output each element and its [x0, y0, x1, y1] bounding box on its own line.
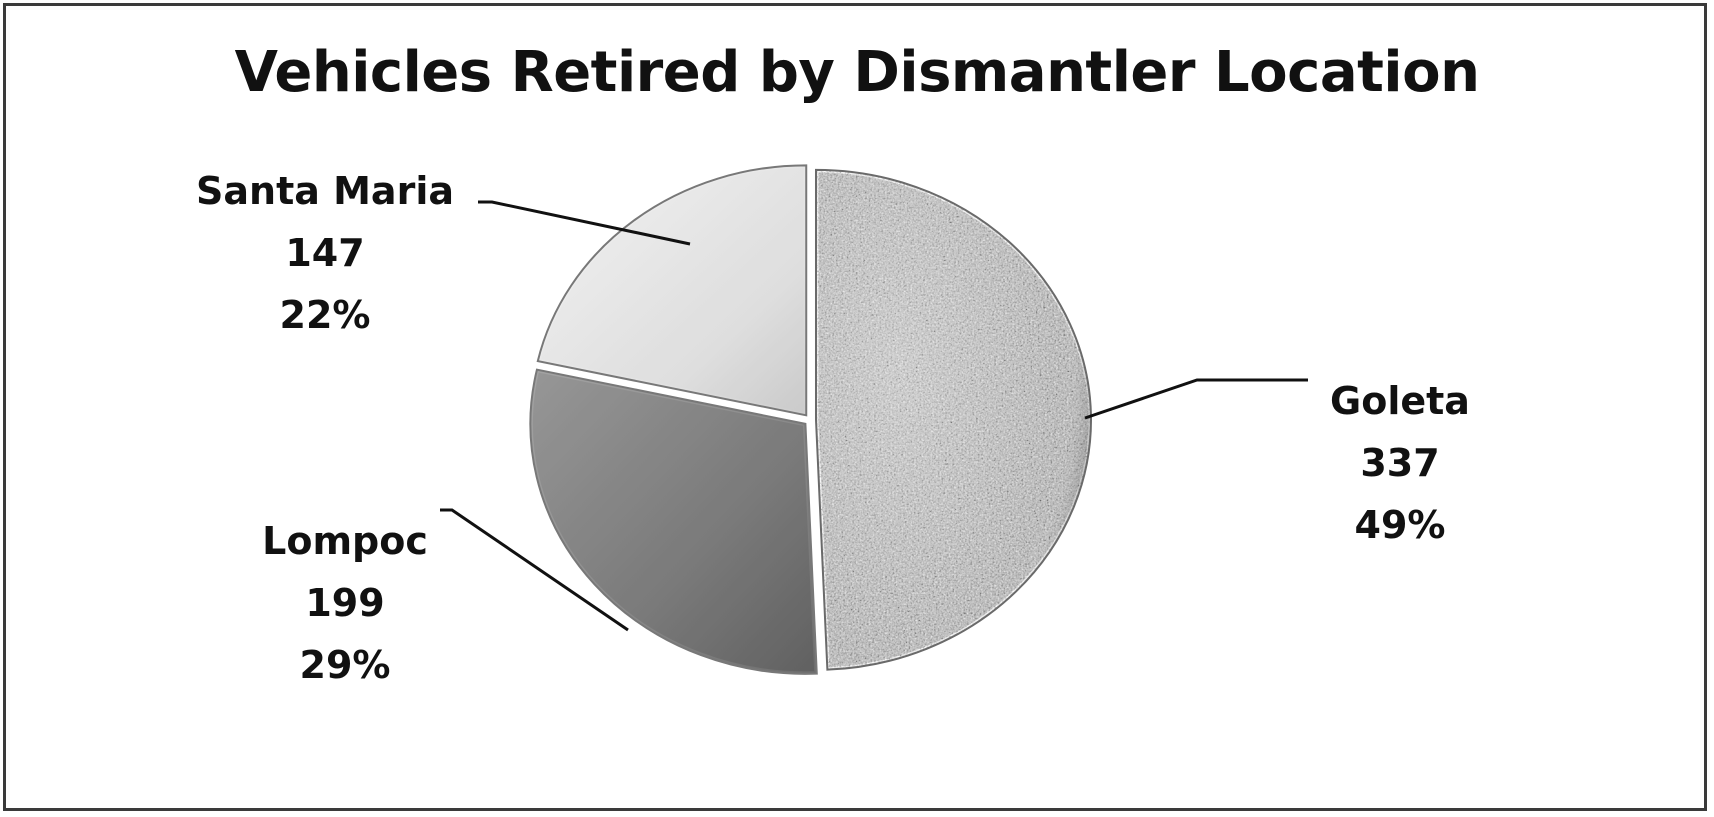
- pie-slice-santa-maria: [534, 162, 809, 419]
- pie-slice-lompoc: [527, 366, 820, 677]
- leader-line-santa-maria: [478, 200, 691, 246]
- leader-line-lompoc: [440, 508, 629, 632]
- slice-label-goleta-percent: 49%: [1354, 503, 1446, 547]
- slice-label-lompoc: Lompoc 199 29%: [240, 510, 450, 696]
- slice-label-goleta-name: Goleta: [1330, 379, 1470, 423]
- pie-slice-goleta: [813, 167, 1094, 673]
- slice-label-goleta: Goleta 337 49%: [1305, 370, 1495, 556]
- slice-label-santa-maria-value: 147: [285, 231, 365, 275]
- slice-label-lompoc-percent: 29%: [299, 643, 391, 687]
- slice-label-santa-maria-name: Santa Maria: [196, 169, 454, 213]
- slice-label-lompoc-name: Lompoc: [262, 519, 428, 563]
- slice-label-santa-maria-percent: 22%: [279, 293, 371, 337]
- chart-title: Vehicles Retired by Dismantler Location: [234, 40, 1480, 105]
- slice-label-santa-maria: Santa Maria 147 22%: [175, 160, 475, 346]
- slice-label-goleta-value: 337: [1360, 441, 1440, 485]
- slice-label-lompoc-value: 199: [305, 581, 385, 625]
- leader-line-goleta: [1084, 378, 1308, 420]
